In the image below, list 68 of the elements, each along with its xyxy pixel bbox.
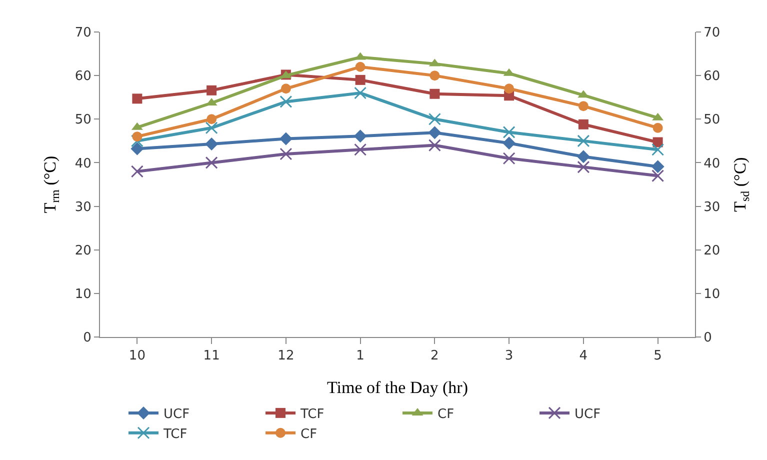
x-axis-title: Time of the Day (hr) [326,378,468,397]
x-tick-label: 11 [203,348,220,364]
point [132,94,142,104]
y-tick-label: 70 [74,26,92,41]
y2-tick-label: 60 [704,69,720,84]
point [354,130,367,143]
point [280,84,291,94]
point [205,156,218,169]
y-tick-label: 60 [74,69,92,84]
point [576,150,590,164]
point [577,134,590,148]
x-tick-label: 3 [504,348,514,364]
point [502,136,516,150]
point [205,122,218,134]
legend-label: CF [438,407,454,422]
point [652,122,663,133]
point [132,132,142,142]
y2-tick-label: 40 [704,156,720,172]
y-tick-label: 30 [74,200,92,215]
legend-label: TCF [162,426,188,442]
y-tick-label: 40 [74,156,92,172]
point [651,160,664,174]
point [354,143,367,156]
point [502,152,516,165]
point [652,170,664,182]
y-tick-label: 20 [74,243,92,258]
point [652,143,664,156]
point [130,142,144,156]
y2-tick-label: 70 [704,26,720,41]
x-tick-label: 5 [654,348,662,364]
point [578,119,588,130]
y-tick-label: 0 [83,330,92,346]
legend-label: UCF [574,407,601,422]
point [130,134,144,148]
y2-tick-label: 30 [704,200,720,215]
point [430,88,440,99]
point [205,137,218,150]
y2-tick-label: 10 [704,286,720,302]
y-tick-label: 50 [74,112,92,128]
y2-tick-label: 0 [704,330,712,346]
point [206,85,217,96]
point [355,74,366,85]
point [279,132,292,146]
point [428,126,442,140]
point [504,84,514,94]
point [355,62,366,72]
legend-label: CF [300,426,318,442]
point [578,101,588,112]
y2-tick-label: 20 [704,243,720,258]
point [206,114,217,124]
x-tick-label: 4 [579,348,588,364]
point [130,165,144,178]
point [430,70,440,81]
point [354,86,367,100]
legend-label: UCF [164,407,190,422]
x-tick-label: 10 [128,348,146,364]
point [428,112,441,126]
point [428,139,441,152]
y2-tick-label: 50 [704,112,720,128]
point [502,126,516,138]
x-tick-label: 12 [278,348,294,364]
point [280,95,292,108]
legend-label: TCF [300,407,324,422]
x-tick-label: 2 [430,348,439,364]
point [577,160,590,174]
x-tick-label: 1 [356,348,364,364]
point [280,148,292,160]
y-tick-label: 10 [74,286,92,302]
